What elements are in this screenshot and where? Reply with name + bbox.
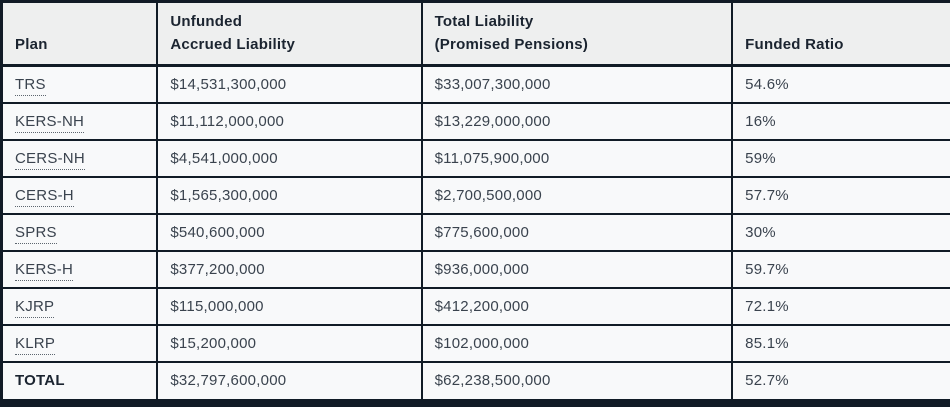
header-row: Plan Unfunded Accrued Liability Total Li… bbox=[3, 3, 950, 67]
plan-cell: KERS-NH bbox=[3, 101, 159, 141]
funded-ratio-cell: 16% bbox=[731, 101, 950, 141]
unfunded-liability-cell: $4,541,000,000 bbox=[156, 138, 423, 178]
plan-term-klrp[interactable]: KLRP bbox=[15, 334, 56, 355]
plan-term-kers-nh[interactable]: KERS-NH bbox=[15, 112, 85, 133]
total-liability-cell: $13,229,000,000 bbox=[420, 101, 734, 141]
total-label: TOTAL bbox=[15, 372, 65, 389]
plan-cell: KERS-H bbox=[3, 249, 159, 289]
unfunded-liability-cell: $1,565,300,000 bbox=[156, 175, 423, 215]
unfunded-liability-cell: $377,200,000 bbox=[156, 249, 423, 289]
plan-term-cers-h[interactable]: CERS-H bbox=[15, 186, 74, 207]
table-row-cers-nh: CERS-NH $4,541,000,000 $11,075,900,000 5… bbox=[3, 138, 950, 178]
unfunded-liability-cell: $11,112,000,000 bbox=[156, 101, 423, 141]
unfunded-liability-total-cell: $32,797,600,000 bbox=[156, 360, 423, 399]
unfunded-liability-cell: $14,531,300,000 bbox=[156, 64, 423, 104]
pension-liability-table: Plan Unfunded Accrued Liability Total Li… bbox=[3, 3, 950, 399]
table-row-total: TOTAL $32,797,600,000 $62,238,500,000 52… bbox=[3, 360, 950, 399]
table-row-klrp: KLRP $15,200,000 $102,000,000 85.1% bbox=[3, 323, 950, 363]
total-liability-cell: $2,700,500,000 bbox=[420, 175, 734, 215]
plan-cell: KLRP bbox=[3, 323, 159, 363]
table-row-kjrp: KJRP $115,000,000 $412,200,000 72.1% bbox=[3, 286, 950, 326]
plan-cell: SPRS bbox=[3, 212, 159, 252]
plan-cell: TRS bbox=[3, 64, 159, 104]
total-liability-cell: $936,000,000 bbox=[420, 249, 734, 289]
funded-ratio-cell: 72.1% bbox=[731, 286, 950, 326]
funded-ratio-total-cell: 52.7% bbox=[731, 360, 950, 399]
unfunded-liability-cell: $540,600,000 bbox=[156, 212, 423, 252]
table-row-sprs: SPRS $540,600,000 $775,600,000 30% bbox=[3, 212, 950, 252]
plan-term-sprs[interactable]: SPRS bbox=[15, 223, 57, 244]
unfunded-liability-cell: $115,000,000 bbox=[156, 286, 423, 326]
plan-cell: CERS-H bbox=[3, 175, 159, 215]
funded-ratio-cell: 54.6% bbox=[731, 64, 950, 104]
total-liability-cell: $11,075,900,000 bbox=[420, 138, 734, 178]
column-header-funded-ratio: Funded Ratio bbox=[731, 3, 950, 67]
total-liability-cell: $412,200,000 bbox=[420, 286, 734, 326]
table-row-kers-nh: KERS-NH $11,112,000,000 $13,229,000,000 … bbox=[3, 101, 950, 141]
unfunded-liability-cell: $15,200,000 bbox=[156, 323, 423, 363]
funded-ratio-cell: 85.1% bbox=[731, 323, 950, 363]
table-row-kers-h: KERS-H $377,200,000 $936,000,000 59.7% bbox=[3, 249, 950, 289]
column-header-plan: Plan bbox=[3, 3, 159, 67]
table-row-cers-h: CERS-H $1,565,300,000 $2,700,500,000 57.… bbox=[3, 175, 950, 215]
column-header-total-liability: Total Liability (Promised Pensions) bbox=[420, 3, 734, 67]
funded-ratio-cell: 30% bbox=[731, 212, 950, 252]
total-liability-total-cell: $62,238,500,000 bbox=[420, 360, 734, 399]
total-liability-cell: $102,000,000 bbox=[420, 323, 734, 363]
plan-cell: KJRP bbox=[3, 286, 159, 326]
plan-cell: CERS-NH bbox=[3, 138, 159, 178]
table-row-trs: TRS $14,531,300,000 $33,007,300,000 54.6… bbox=[3, 64, 950, 104]
column-header-unfunded-accrued-liability: Unfunded Accrued Liability bbox=[156, 3, 423, 67]
plan-term-kers-h[interactable]: KERS-H bbox=[15, 260, 74, 281]
plan-term-trs[interactable]: TRS bbox=[15, 75, 46, 96]
funded-ratio-cell: 59.7% bbox=[731, 249, 950, 289]
plan-term-cers-nh[interactable]: CERS-NH bbox=[15, 149, 85, 170]
total-label-cell: TOTAL bbox=[3, 360, 159, 399]
funded-ratio-cell: 59% bbox=[731, 138, 950, 178]
total-liability-cell: $775,600,000 bbox=[420, 212, 734, 252]
plan-term-kjrp[interactable]: KJRP bbox=[15, 297, 55, 318]
funded-ratio-cell: 57.7% bbox=[731, 175, 950, 215]
total-liability-cell: $33,007,300,000 bbox=[420, 64, 734, 104]
